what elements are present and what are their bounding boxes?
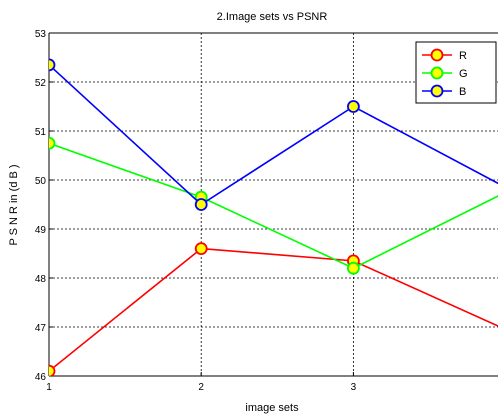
data-point-b	[347, 100, 360, 113]
y-tick-label: 48	[35, 274, 47, 285]
y-axis-label: P S N R in (d B )	[8, 164, 20, 245]
y-tick-label: 49	[35, 225, 47, 236]
series-layer	[49, 58, 498, 376]
tick-labels: 46 47 48 49 50 51 52 53 1 2 3	[35, 29, 357, 393]
axes	[48, 32, 498, 377]
y-tick-label: 52	[35, 78, 47, 89]
series-line-g	[49, 142, 498, 270]
chart-title: 2.Image sets vs PSNR	[217, 11, 328, 23]
series-line-r	[49, 247, 498, 372]
grid	[49, 33, 498, 376]
y-tick-label: 47	[35, 323, 47, 334]
data-point-b	[49, 58, 56, 72]
y-tick-label: 50	[35, 176, 47, 187]
legend-marker-r	[430, 48, 444, 62]
y-tick-label: 51	[35, 127, 47, 138]
data-point-r	[49, 364, 56, 376]
x-tick-label: 1	[46, 382, 52, 393]
series-line-b	[49, 64, 498, 206]
legend-label-g: G	[459, 68, 468, 80]
data-point-g	[49, 136, 56, 150]
y-tick-label: 46	[35, 372, 47, 383]
x-tick-label: 2	[198, 382, 204, 393]
legend-label-b: B	[459, 86, 466, 98]
y-tick-label: 53	[35, 29, 47, 40]
x-axis-label: image sets	[245, 402, 299, 414]
legend: RGB	[415, 41, 497, 104]
data-point-b	[194, 198, 208, 211]
legend-marker-b	[430, 84, 444, 98]
legend-label-r: R	[459, 50, 467, 62]
data-point-r	[194, 242, 208, 256]
x-tick-label: 3	[351, 382, 357, 393]
data-point-g	[347, 261, 360, 275]
legend-marker-g	[430, 66, 444, 80]
